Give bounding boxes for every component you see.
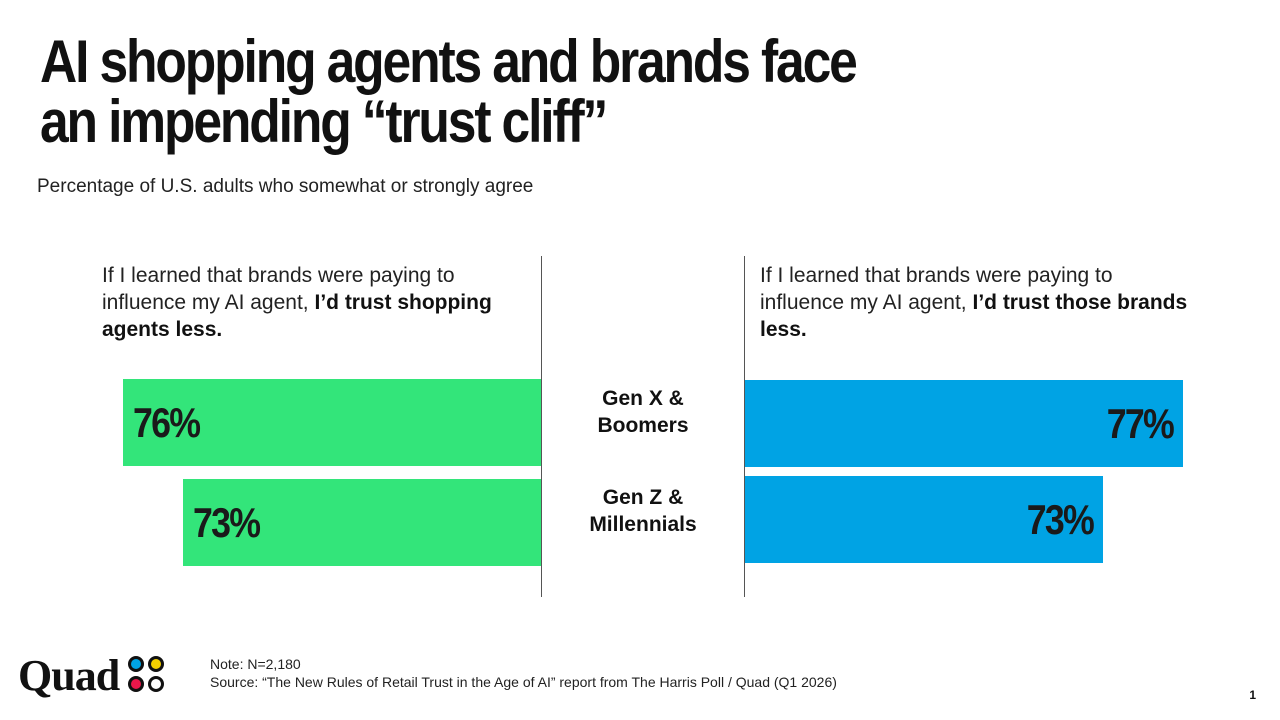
logo-text: Quad xyxy=(18,651,120,700)
source-text: Source: “The New Rules of Retail Trust i… xyxy=(210,674,837,690)
left-bar-gen-z-millennials: 73% xyxy=(183,479,541,566)
right-title-bold: I’d trust those brands less. xyxy=(760,291,1188,341)
cat-line: Gen Z & xyxy=(602,486,684,509)
right-bar-gen-z-millennials: 73% xyxy=(745,476,1103,563)
right-title-plain: If I learned that brands were paying to … xyxy=(760,264,1113,314)
note-text: Note: N=2,180 xyxy=(210,656,301,672)
bar-value-label: 73% xyxy=(1026,495,1095,543)
right-panel-title: If I learned that brands were paying to … xyxy=(760,262,1200,343)
subtitle: Percentage of U.S. adults who somewhat o… xyxy=(37,176,534,197)
cat-line: Gen X & xyxy=(602,387,684,410)
title-line-2: an impending “trust cliff” xyxy=(40,88,608,155)
quad-logo: Quad xyxy=(18,650,166,701)
page-number: 1 xyxy=(1249,688,1256,702)
left-title-bold: I’d trust shopping agents less. xyxy=(102,291,492,341)
bar-value-label: 73% xyxy=(193,498,261,546)
left-title-plain: If I learned that brands were paying to … xyxy=(102,264,455,314)
bar-value-label: 77% xyxy=(1106,399,1175,447)
title-line-1: AI shopping agents and brands face xyxy=(40,28,858,95)
category-label-gen-x-boomers: Gen X & Boomers xyxy=(560,385,726,439)
left-panel-title: If I learned that brands were paying to … xyxy=(102,262,542,343)
right-bar-gen-x-boomers: 77% xyxy=(745,380,1183,467)
footnote: Note: N=2,180 Source: “The New Rules of … xyxy=(210,655,837,691)
bar-value-label: 76% xyxy=(133,398,201,446)
cat-line: Boomers xyxy=(597,414,689,437)
cat-line: Millennials xyxy=(589,513,697,536)
left-bar-gen-x-boomers: 76% xyxy=(123,379,541,466)
category-label-gen-z-millennials: Gen Z & Millennials xyxy=(560,484,726,538)
right-axis-line xyxy=(744,256,745,597)
quad-logo-mark-icon xyxy=(127,656,164,692)
left-axis-line xyxy=(541,256,542,597)
page-title: AI shopping agents and brands face an im… xyxy=(40,28,858,155)
